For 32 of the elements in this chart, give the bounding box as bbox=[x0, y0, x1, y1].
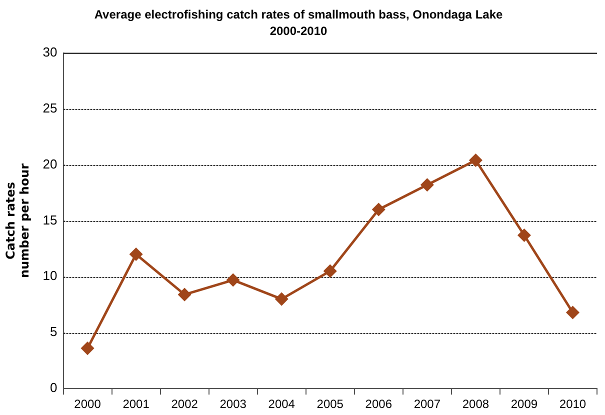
x-tick-label: 2006 bbox=[365, 397, 392, 412]
y-tick-label: 5 bbox=[50, 324, 58, 340]
y-tick-label: 20 bbox=[42, 156, 58, 172]
x-tick-label: 2009 bbox=[510, 397, 538, 412]
y-axis-title: Catch rates number per hour bbox=[3, 163, 32, 278]
point bbox=[226, 274, 240, 286]
point bbox=[275, 292, 288, 306]
point bbox=[469, 154, 482, 167]
x-tick-label: 2005 bbox=[316, 397, 344, 412]
point bbox=[372, 203, 385, 216]
x-tick-label: 2002 bbox=[171, 397, 198, 412]
point bbox=[566, 306, 579, 319]
point bbox=[130, 248, 142, 261]
y-tick-label: 25 bbox=[42, 100, 58, 116]
point bbox=[81, 342, 94, 355]
y-tick-label: 0 bbox=[50, 380, 58, 396]
x-tick-label: 2004 bbox=[268, 397, 296, 412]
chart-subtitle: 2000-2010 bbox=[270, 24, 328, 38]
x-tick-label: 2007 bbox=[414, 397, 441, 412]
x-tick-label: 2010 bbox=[559, 397, 586, 412]
y-tick-label: 30 bbox=[42, 44, 58, 60]
x-tick-label: 2008 bbox=[462, 397, 490, 412]
point bbox=[324, 264, 336, 278]
y-tick-label: 15 bbox=[42, 212, 58, 228]
point bbox=[178, 288, 191, 301]
x-tick-label: 2000 bbox=[74, 397, 102, 412]
y-tick-label: 10 bbox=[42, 268, 58, 284]
chart-title: Average electrofishing catch rates of smallmouth bass, Onondaga Lake bbox=[94, 8, 503, 22]
x-tick-label: 2003 bbox=[220, 397, 247, 412]
x-tick-label: 2001 bbox=[122, 397, 150, 412]
point bbox=[518, 229, 530, 242]
point bbox=[420, 178, 434, 192]
